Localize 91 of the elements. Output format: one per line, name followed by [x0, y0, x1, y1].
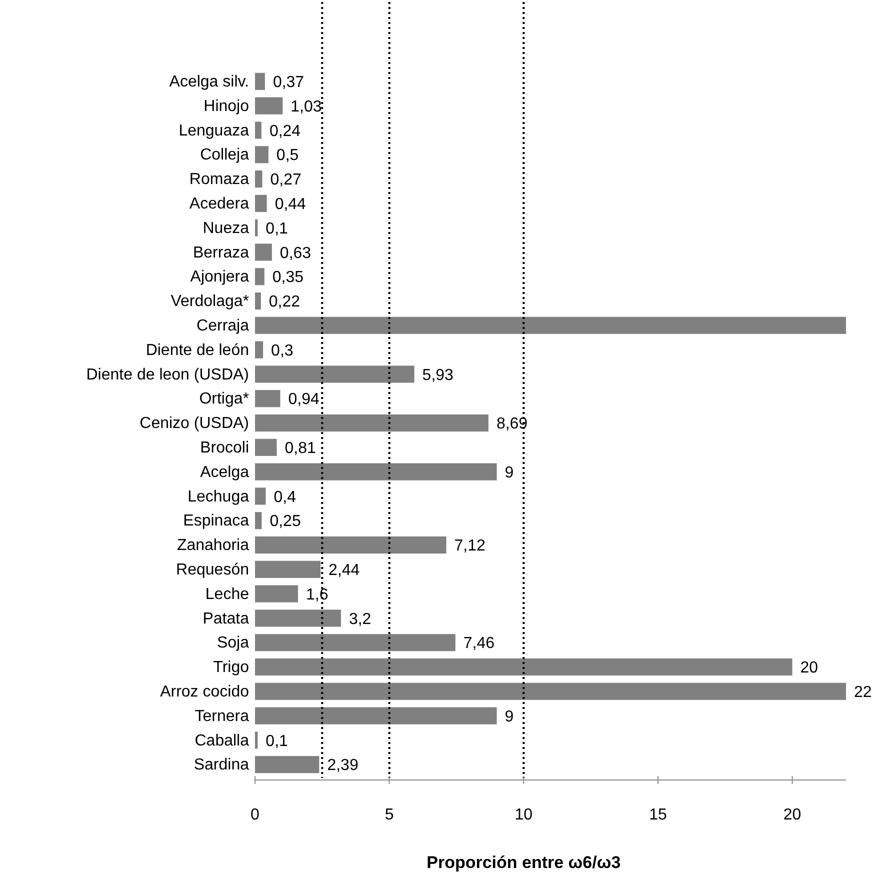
bar [255, 756, 320, 774]
y-tick-label: Soja [216, 634, 250, 652]
bar [255, 341, 264, 358]
data-label: 8,69 [496, 416, 528, 433]
data-label: 5,93 [422, 366, 454, 384]
bar [255, 634, 456, 652]
bar [255, 292, 261, 310]
bar [255, 390, 280, 408]
y-tick-label: Zanahoria [176, 537, 250, 554]
y-tick-label: Verdolaga* [170, 293, 249, 310]
data-label: 7,12 [454, 538, 486, 555]
y-tick-label: Requesón [176, 562, 249, 579]
x-tick-label: 15 [649, 806, 667, 824]
bar [255, 146, 268, 164]
y-tick-label: Diente de leon (USDA) [86, 366, 249, 384]
bar [255, 97, 283, 114]
y-tick-label: Acelga [200, 464, 250, 481]
y-tick-label: Cenizo (USDA) [140, 415, 249, 432]
y-tick-label: Diente de león [146, 342, 249, 359]
data-label: 0,5 [276, 147, 299, 164]
bar [255, 682, 846, 700]
y-tick-label: Trigo [213, 659, 250, 676]
bar [255, 194, 267, 212]
bar [255, 707, 497, 724]
data-label: 9 [504, 708, 514, 726]
bar [255, 536, 446, 554]
y-tick-label: Arroz cocido [160, 684, 250, 701]
y-tick-label: Ternera [194, 708, 250, 725]
data-label: 0,24 [269, 122, 301, 140]
bar [255, 366, 414, 383]
bar [255, 610, 341, 627]
bar [255, 219, 258, 236]
data-label: 22 [854, 684, 872, 701]
x-tick-label: 5 [384, 806, 394, 824]
x-axis-title: Proporción entre ω6/ω3 [426, 853, 621, 872]
bar [255, 560, 321, 578]
data-label: 0,3 [271, 342, 294, 360]
data-label: 7,46 [463, 635, 495, 652]
y-tick-label: Lechuga [188, 488, 250, 506]
bar [255, 658, 792, 676]
data-label: 2,39 [327, 757, 358, 774]
x-tick-label: 10 [514, 806, 533, 824]
bar [255, 316, 846, 334]
y-tick-label: Acelga silv. [169, 74, 249, 91]
data-label: 0,94 [288, 391, 320, 408]
bar [255, 732, 258, 749]
data-label: 0,4 [274, 488, 296, 506]
data-label: 1,03 [290, 98, 322, 116]
data-label: 0,81 [284, 440, 316, 457]
y-tick-label: Espinaca [183, 512, 250, 530]
y-tick-label: Brocoli [200, 440, 249, 457]
x-tick-label: 0 [250, 806, 260, 824]
x-tick-label: 20 [783, 806, 802, 824]
data-label: 20 [800, 660, 818, 677]
data-label: 0,37 [272, 74, 304, 92]
data-label: 9 [504, 464, 514, 482]
y-tick-label: Ajonjera [190, 268, 250, 286]
y-tick-label: Sardina [194, 756, 250, 774]
data-label: 3,2 [348, 610, 372, 628]
y-tick-label: Hinojo [204, 98, 250, 115]
data-label: 0,25 [270, 513, 301, 530]
data-label: 0,44 [274, 196, 306, 214]
bar [255, 463, 497, 480]
bar [255, 512, 262, 530]
bar [255, 122, 262, 139]
bar [255, 488, 266, 505]
y-tick-label: Acedera [189, 196, 250, 213]
bar [255, 268, 264, 286]
bar [255, 244, 272, 261]
data-label: 0,35 [272, 269, 304, 286]
data-label: 0,27 [270, 172, 302, 189]
data-label: 0,1 [266, 732, 288, 750]
y-tick-label: Ortiga* [199, 390, 249, 408]
y-tick-label: Colleja [200, 146, 250, 164]
data-label: 0,22 [268, 294, 300, 311]
y-tick-label: Lenguaza [178, 122, 250, 140]
y-tick-label: Patata [202, 610, 250, 628]
bar [255, 72, 265, 90]
bar [255, 414, 488, 432]
y-tick-label: Romaza [189, 171, 250, 188]
data-label: 0,63 [280, 244, 312, 262]
data-label: 2,44 [328, 562, 360, 579]
y-tick-label: Nueza [202, 220, 250, 237]
data-label: 0,1 [266, 220, 288, 238]
y-tick-label: Caballa [194, 732, 250, 750]
bar [255, 438, 277, 456]
bar [255, 170, 262, 188]
y-tick-label: Berraza [192, 244, 250, 262]
y-tick-label: Cerraja [196, 318, 250, 335]
y-tick-label: Leche [205, 586, 250, 603]
bar [255, 585, 298, 602]
